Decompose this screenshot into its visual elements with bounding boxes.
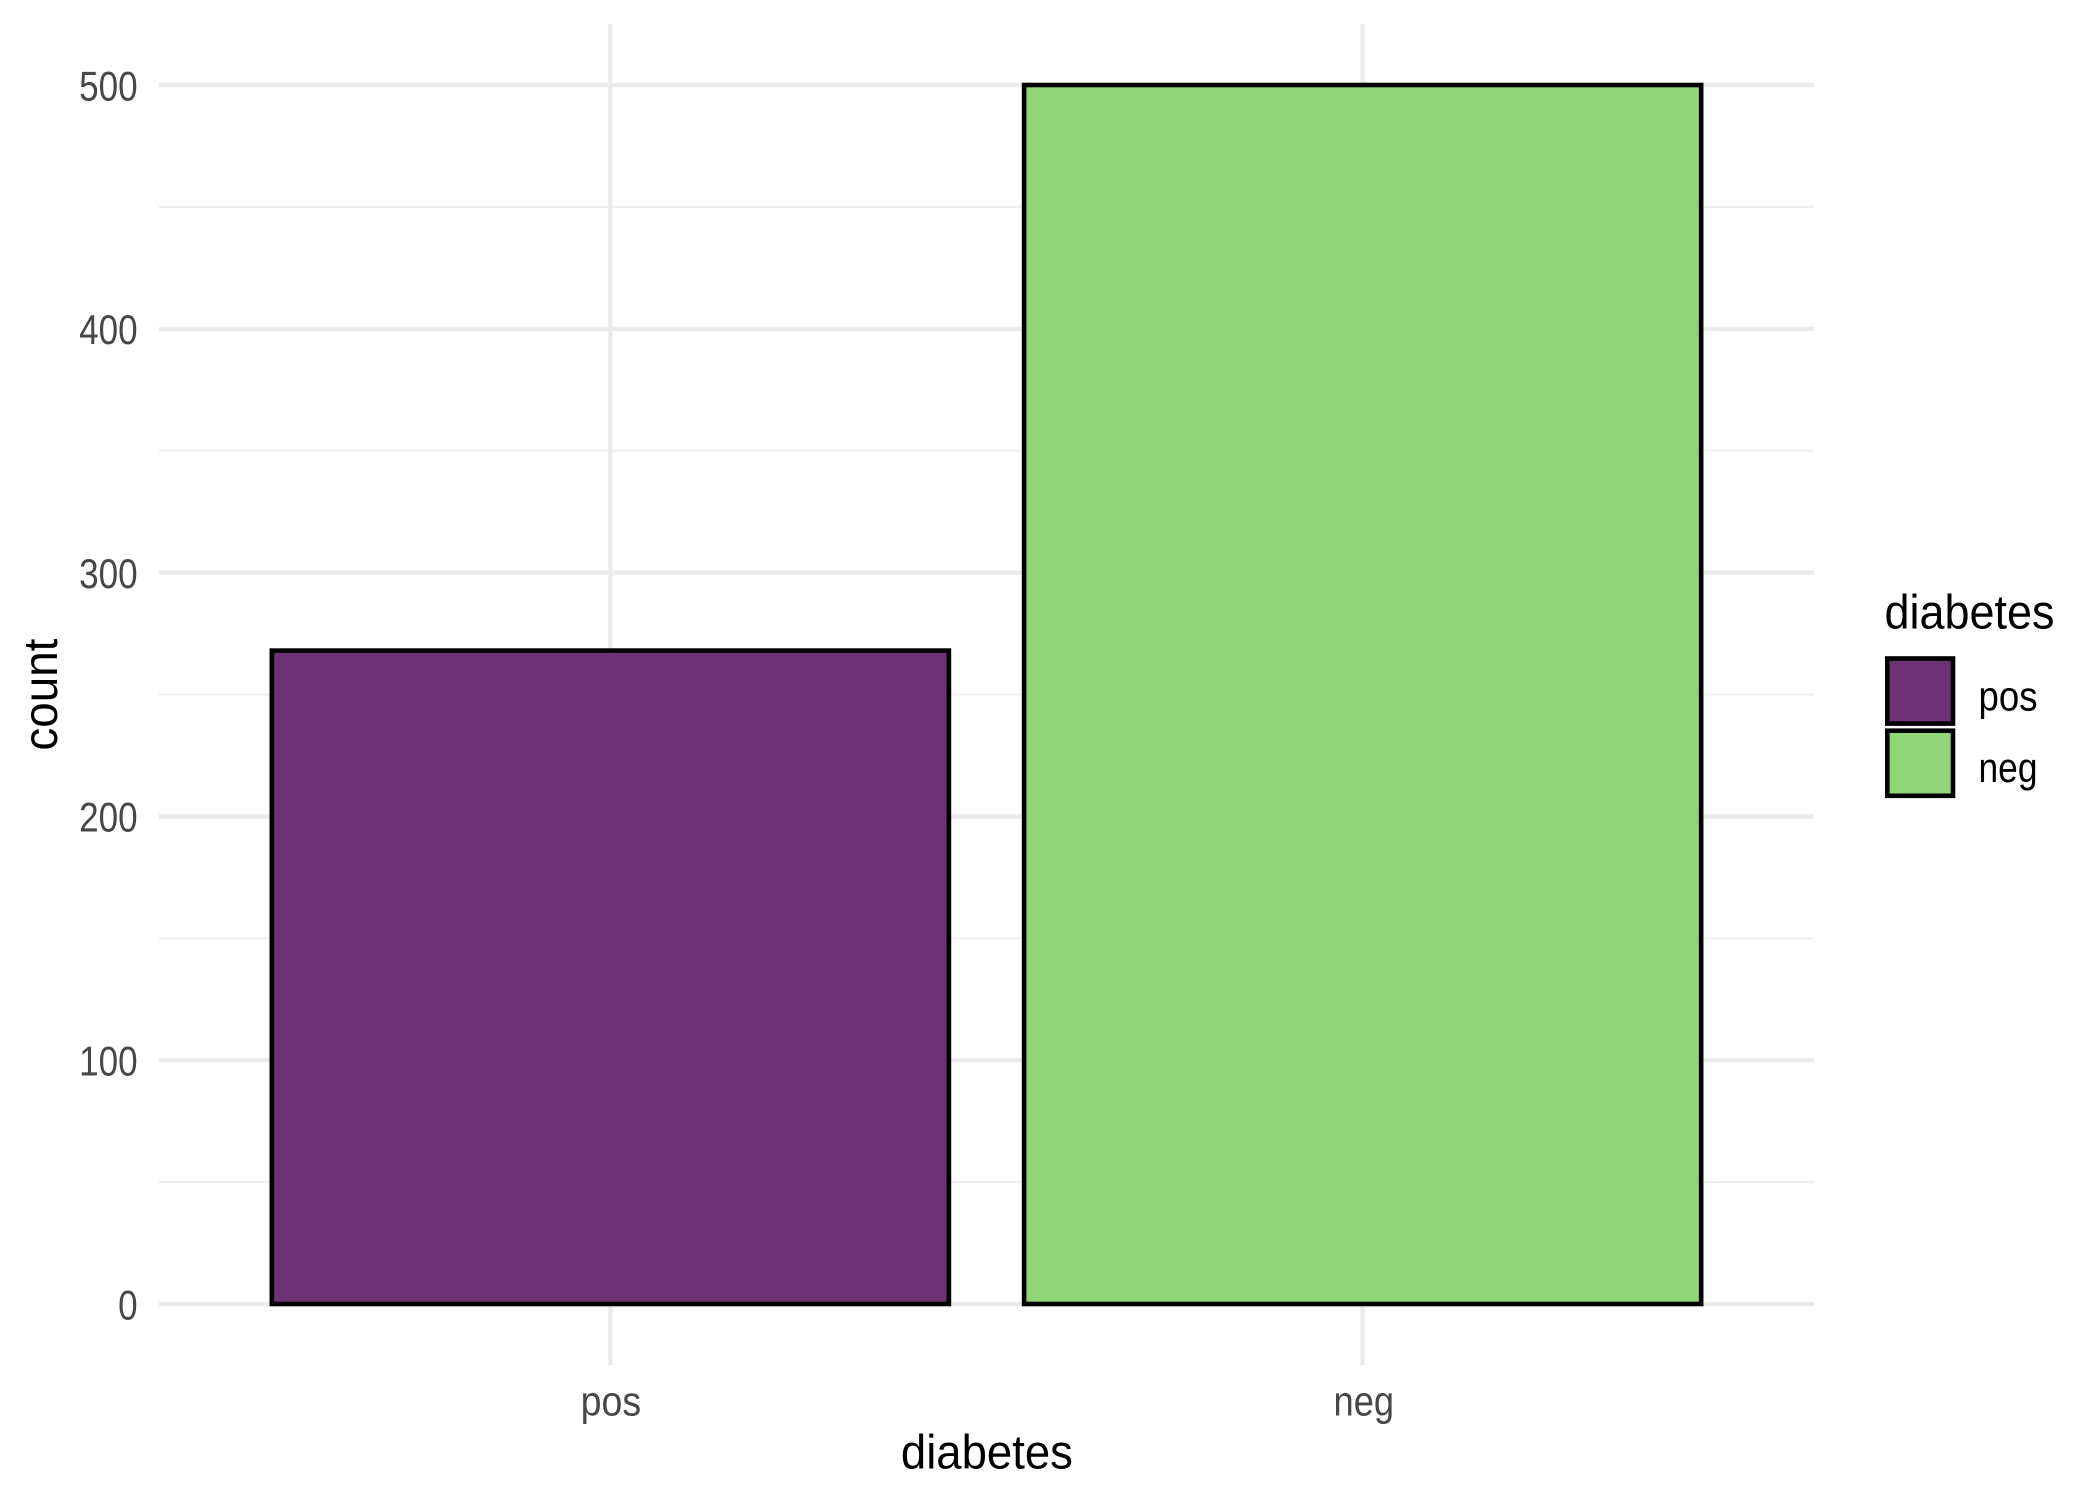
svg-text:count: count — [15, 639, 68, 751]
svg-text:diabetes: diabetes — [1885, 587, 2055, 640]
svg-text:400: 400 — [79, 306, 138, 353]
svg-text:0: 0 — [118, 1281, 138, 1328]
svg-text:500: 500 — [79, 62, 138, 109]
svg-text:pos: pos — [1979, 672, 2038, 719]
svg-text:neg: neg — [1334, 1378, 1395, 1425]
svg-text:neg: neg — [1979, 744, 2038, 791]
svg-text:100: 100 — [79, 1038, 138, 1085]
svg-text:300: 300 — [79, 550, 138, 597]
svg-text:diabetes: diabetes — [901, 1426, 1073, 1479]
svg-text:pos: pos — [581, 1378, 642, 1425]
svg-text:200: 200 — [79, 794, 138, 841]
